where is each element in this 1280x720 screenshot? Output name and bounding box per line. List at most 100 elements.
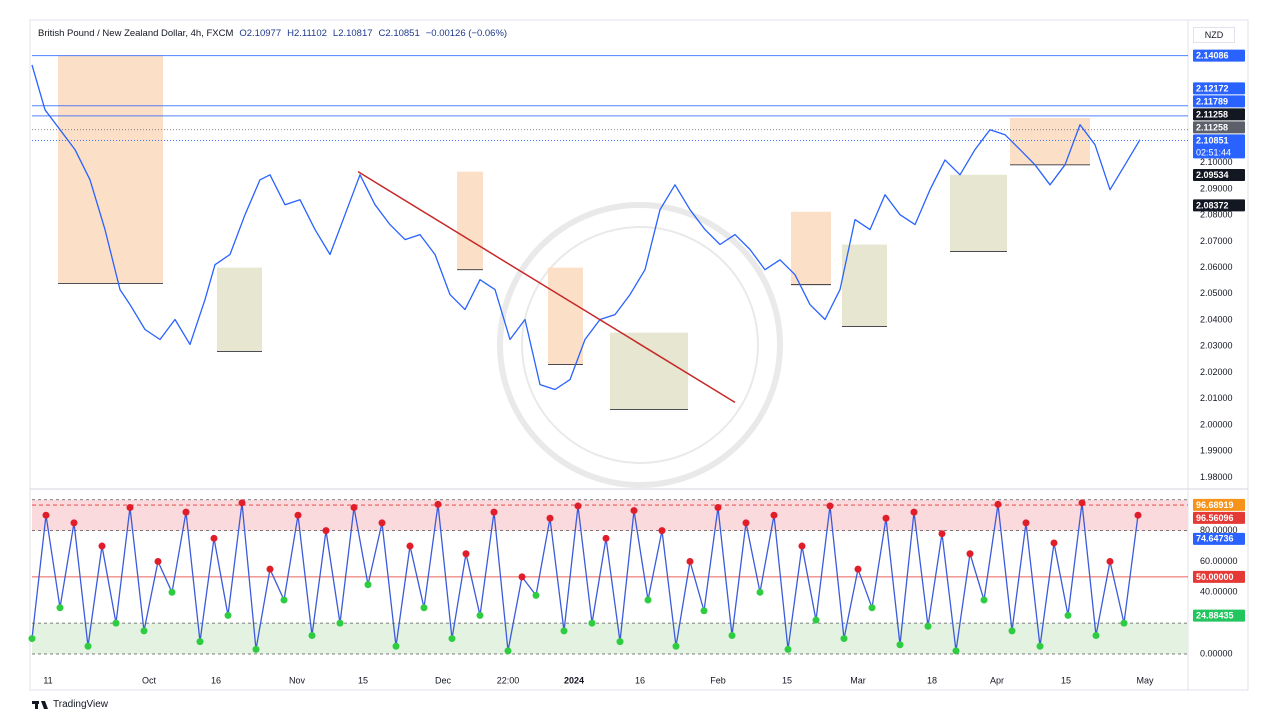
trough-dot xyxy=(812,616,820,624)
trough-dot xyxy=(280,596,288,604)
peak-dot xyxy=(826,502,834,510)
zone xyxy=(457,171,483,270)
peak-dot xyxy=(1022,519,1030,527)
trough-dot xyxy=(532,591,540,599)
y-tick-label: 2.02000 xyxy=(1200,367,1233,377)
trough-dot xyxy=(868,604,876,612)
peak-dot xyxy=(966,550,974,558)
trough-dot xyxy=(420,604,428,612)
y-tick-label: 80.00000 xyxy=(1200,525,1238,535)
trough-dot xyxy=(364,581,372,589)
zone xyxy=(32,499,1188,531)
price-label: 96.68919 xyxy=(1196,500,1234,510)
price-label-bg xyxy=(1193,121,1245,134)
trough-dot xyxy=(308,631,316,639)
peak-dot xyxy=(770,511,778,519)
peak-dot xyxy=(406,542,414,550)
trough-dot xyxy=(616,638,624,646)
trough-dot xyxy=(84,642,92,650)
x-tick-label: 15 xyxy=(358,675,368,685)
price-label-bg xyxy=(1193,95,1245,108)
price-label-bg xyxy=(1193,609,1245,622)
trough-dot xyxy=(504,647,512,655)
zone xyxy=(950,174,1007,252)
peak-dot xyxy=(294,511,302,519)
legend-header: British Pound / New Zealand Dollar, 4h, … xyxy=(38,28,507,39)
trough-dot xyxy=(1092,631,1100,639)
x-tick-label: Oct xyxy=(142,675,157,685)
peak-dot xyxy=(686,557,694,565)
trough-dot xyxy=(784,645,792,653)
price-label: 96.56096 xyxy=(1196,513,1234,523)
trough-dot xyxy=(1120,619,1128,627)
peak-dot xyxy=(630,507,638,515)
trough-dot xyxy=(1036,642,1044,650)
price-label: 2.10851 xyxy=(1196,135,1229,145)
peak-dot xyxy=(1050,539,1058,547)
peak-dot xyxy=(490,508,498,516)
trough-dot xyxy=(196,638,204,646)
y-tick-label: 0.00000 xyxy=(1200,648,1233,658)
y-tick-label: 2.01000 xyxy=(1200,393,1233,403)
trough-dot xyxy=(840,635,848,643)
footer[interactable]: TradingView xyxy=(32,699,108,710)
price-label: 2.11789 xyxy=(1196,96,1228,106)
price-label: 2.14086 xyxy=(1196,50,1229,60)
trough-dot xyxy=(952,647,960,655)
zone xyxy=(1010,117,1090,165)
y-tick-label: 2.10000 xyxy=(1200,157,1233,167)
trough-dot xyxy=(448,635,456,643)
trough-dot xyxy=(140,627,148,635)
trough-dot xyxy=(700,607,708,615)
peak-dot xyxy=(882,514,890,522)
price-label: 24.88435 xyxy=(1196,610,1234,620)
price-line xyxy=(31,64,1141,391)
y-tick-label: 60.00000 xyxy=(1200,556,1238,566)
peak-dot xyxy=(378,519,386,527)
peak-dot xyxy=(126,503,134,511)
watermark xyxy=(497,202,783,488)
y-tick-label: 2.03000 xyxy=(1200,341,1233,351)
price-label-bg xyxy=(1193,570,1245,583)
peak-dot xyxy=(798,542,806,550)
low: L2.10817 xyxy=(332,28,373,39)
trough-dot xyxy=(168,588,176,596)
y-tick-label: 2.07000 xyxy=(1200,236,1233,246)
trendline xyxy=(357,171,736,404)
symbol: British Pound / New Zealand Dollar, 4h, … xyxy=(38,28,234,39)
oscillator-line xyxy=(31,502,1139,652)
y-tick-label: 1.99000 xyxy=(1200,446,1233,456)
x-tick-label: Mar xyxy=(850,675,866,685)
peak-dot xyxy=(602,534,610,542)
peak-dot xyxy=(42,511,50,519)
y-tick-label: 2.04000 xyxy=(1200,314,1233,324)
peak-dot xyxy=(546,514,554,522)
trough-dot xyxy=(224,611,232,619)
currency[interactable]: NZD xyxy=(1193,27,1235,43)
x-tick-label: 16 xyxy=(211,675,221,685)
price-label-bg xyxy=(1193,532,1245,545)
y-tick-label: 2.08000 xyxy=(1200,210,1233,220)
price-label-bg xyxy=(1193,168,1245,181)
peak-dot xyxy=(1106,557,1114,565)
frame xyxy=(29,19,1249,691)
price-label-bg xyxy=(1193,498,1245,511)
peak-dot xyxy=(350,503,358,511)
high: H2.11102 xyxy=(287,28,327,39)
price-label-bg xyxy=(1193,134,1245,159)
trough-dot xyxy=(672,642,680,650)
price-label: 2.11258 xyxy=(1196,109,1228,119)
trough-dot xyxy=(476,611,484,619)
zone xyxy=(32,623,1188,654)
change: −0.00126 (−0.06%) xyxy=(425,28,508,39)
zone xyxy=(842,244,887,327)
peak-dot xyxy=(154,557,162,565)
peak-dot xyxy=(994,500,1002,508)
x-tick-label: 16 xyxy=(635,675,645,685)
open: O2.10977 xyxy=(239,28,282,39)
trough-dot xyxy=(28,635,36,643)
peak-dot xyxy=(742,519,750,527)
zone xyxy=(548,267,583,365)
